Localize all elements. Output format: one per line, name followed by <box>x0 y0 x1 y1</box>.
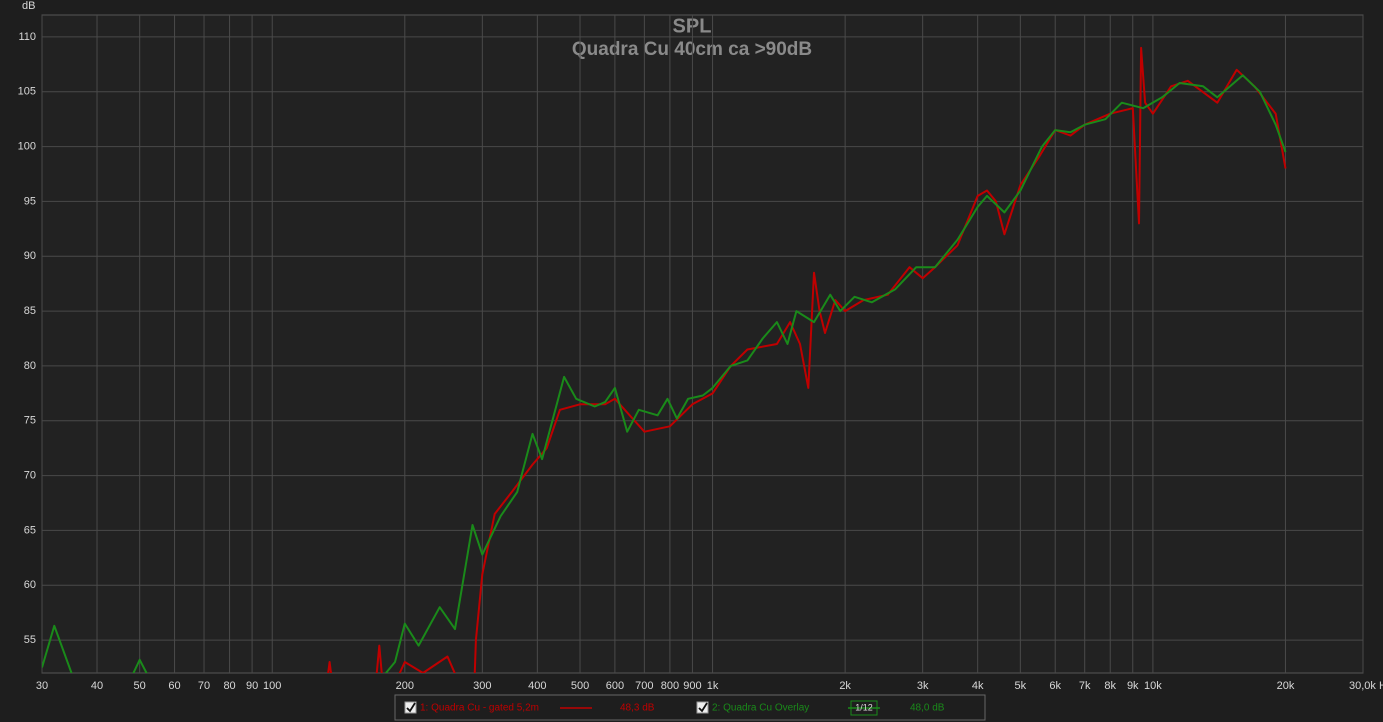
x-tick-label: 50 <box>134 680 146 692</box>
legend-label: 1: Quadra Cu - gated 5,2m <box>420 703 539 714</box>
x-tick-label: 300 <box>473 680 491 692</box>
plot-lines <box>42 46 1287 673</box>
series-line <box>42 74 1287 673</box>
y-tick-label: 85 <box>24 305 36 317</box>
legend-checkbox <box>404 701 417 714</box>
x-tick-label: 7k <box>1079 680 1091 692</box>
x-tick-label: 5k <box>1015 680 1027 692</box>
x-tick-label: 8k <box>1104 680 1116 692</box>
x-tick-label: 70 <box>198 680 210 692</box>
y-axis-label: dB <box>22 0 35 12</box>
x-tick-label: 6k <box>1049 680 1061 692</box>
y-tick-label: 90 <box>24 250 36 262</box>
x-tick-label: 3k <box>917 680 929 692</box>
legend-level: 48,0 dB <box>910 703 945 714</box>
x-tick-label: 60 <box>168 680 180 692</box>
legend-label: 2: Quadra Cu Overlay <box>712 703 809 714</box>
y-tick-label: 65 <box>24 524 36 536</box>
x-tick-label: 80 <box>223 680 235 692</box>
y-tick-label: 100 <box>18 141 36 153</box>
y-tick-label: 80 <box>24 360 36 372</box>
plot-area <box>41 14 1364 674</box>
y-tick-label: 95 <box>24 195 36 207</box>
x-tick-label: 100 <box>263 680 281 692</box>
x-tick-label: 900 <box>683 680 701 692</box>
smoothing-label: 1/12 <box>855 702 873 712</box>
legend <box>394 694 986 721</box>
x-tick-label: 30,0k Hz <box>1349 680 1383 692</box>
x-tick-label: 400 <box>528 680 546 692</box>
x-tick-label: 40 <box>91 680 103 692</box>
x-tick-label: 9k <box>1127 680 1139 692</box>
legend-checkbox <box>696 701 709 714</box>
x-tick-label: 600 <box>606 680 624 692</box>
legend-level: 48,3 dB <box>620 703 655 714</box>
x-tick-label: 800 <box>661 680 679 692</box>
x-tick-label: 20k <box>1277 680 1295 692</box>
x-tick-label: 200 <box>396 680 414 692</box>
y-tick-label: 70 <box>24 470 36 482</box>
x-tick-label: 10k <box>1144 680 1162 692</box>
x-tick-label: 700 <box>635 680 653 692</box>
y-tick-label: 60 <box>24 579 36 591</box>
legend-check <box>698 702 708 713</box>
x-tick-label: 2k <box>839 680 851 692</box>
x-tick-label: 90 <box>246 680 258 692</box>
legend-check <box>406 702 416 713</box>
x-tick-label: 4k <box>972 680 984 692</box>
smoothing-box <box>850 700 878 716</box>
y-tick-label: 110 <box>18 31 36 43</box>
y-tick-label: 105 <box>18 86 36 98</box>
x-tick-label: 30 <box>36 680 48 692</box>
y-tick-label: 75 <box>24 415 36 427</box>
x-tick-label: 500 <box>571 680 589 692</box>
x-tick-label: 1k <box>707 680 719 692</box>
series-line <box>327 46 1287 673</box>
y-tick-label: 55 <box>24 634 36 646</box>
